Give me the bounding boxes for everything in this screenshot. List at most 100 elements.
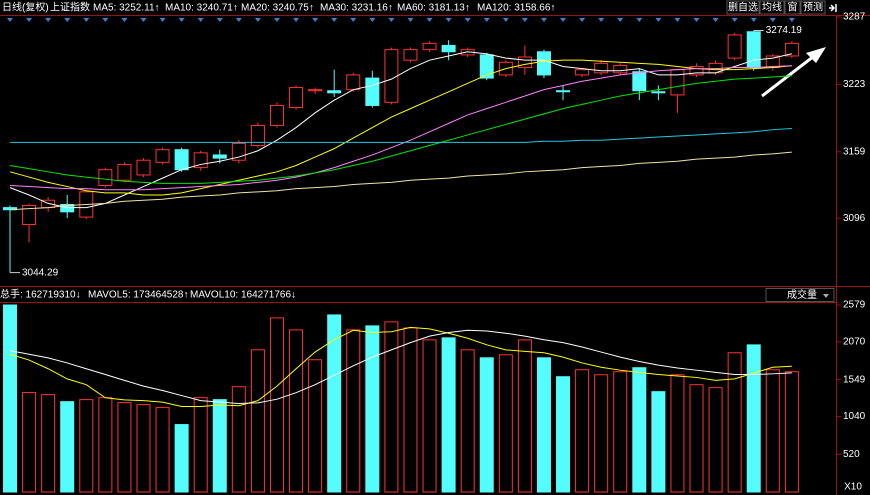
- ma-line: [9, 65, 792, 191]
- indicator-name[interactable]: 成交量: [787, 288, 817, 301]
- button-frame[interactable]: [726, 0, 760, 15]
- legend-entry: 总手: 162719310↓: [0, 288, 81, 301]
- candle-body: [22, 205, 37, 225]
- candle-body: [289, 87, 304, 109]
- date-marker: [655, 18, 662, 22]
- y-tick-label: 520: [843, 449, 860, 460]
- candle-body: [689, 65, 704, 76]
- date-marker: [388, 18, 395, 22]
- toolbar-button[interactable]: 删自选: [728, 1, 758, 14]
- candle-body: [651, 91, 666, 94]
- date-marker: [560, 18, 567, 22]
- volume-bar: [517, 339, 532, 493]
- date-marker: [750, 18, 757, 22]
- date-marker: [483, 18, 490, 22]
- y-tick-label: 3287: [843, 12, 866, 23]
- date-marker: [235, 18, 242, 22]
- volume-bar: [384, 321, 399, 493]
- volume-bar: [269, 317, 284, 493]
- volume-bar: [556, 376, 571, 493]
- volume-bar: [250, 349, 265, 493]
- ma-line: [9, 329, 792, 405]
- date-marker: [197, 18, 204, 22]
- volume-bar: [327, 314, 342, 493]
- button-frame[interactable]: [800, 0, 826, 15]
- date-marker: [407, 18, 414, 22]
- date-marker: [445, 18, 452, 22]
- volume-bar: [79, 399, 94, 493]
- candle-body: [517, 56, 532, 69]
- date-marker: [731, 18, 738, 22]
- date-marker: [712, 18, 719, 22]
- candle-body: [670, 69, 685, 96]
- toolbar-button[interactable]: 预测: [803, 1, 823, 14]
- date-marker: [293, 18, 300, 22]
- y-tick-label: 1040: [843, 411, 866, 422]
- date-marker: [617, 18, 624, 22]
- date-marker: [45, 18, 52, 22]
- y-tick-label: 3223: [843, 79, 866, 90]
- candle-body: [212, 154, 227, 159]
- volume-bar: [670, 374, 685, 493]
- indicator-select[interactable]: [765, 288, 835, 302]
- period-label[interactable]: 日线(复权): [2, 1, 49, 14]
- candle-body: [308, 89, 323, 92]
- date-marker: [598, 18, 605, 22]
- volume-bar: [155, 407, 170, 493]
- volume-bar: [727, 352, 742, 493]
- button-frame[interactable]: [784, 0, 801, 15]
- ma-line: [9, 59, 792, 196]
- candle-body: [632, 71, 647, 92]
- volume-bar: [60, 401, 75, 493]
- button-frame[interactable]: [759, 0, 785, 15]
- legend-entry: MA5: 3252.11↑: [93, 3, 160, 14]
- volume-bar: [594, 374, 609, 493]
- ma-line: [9, 151, 792, 211]
- date-marker: [159, 18, 166, 22]
- candle-body: [269, 104, 284, 126]
- candle-body: [60, 203, 75, 213]
- date-marker: [464, 18, 471, 22]
- candle-body: [613, 64, 628, 74]
- ma-line: [9, 326, 792, 407]
- max-label: 3274.19: [766, 25, 803, 36]
- candle-body: [479, 54, 494, 79]
- date-marker: [426, 18, 433, 22]
- date-marker: [64, 18, 71, 22]
- date-marker: [83, 18, 90, 22]
- candle-body: [98, 169, 113, 187]
- volume-bar: [136, 404, 151, 493]
- date-marker: [350, 18, 357, 22]
- date-marker: [140, 18, 147, 22]
- volume-bar: [3, 304, 17, 493]
- min-label: 3044.29: [22, 267, 59, 278]
- volume-bar: [765, 369, 780, 493]
- collapse-icon[interactable]: [829, 4, 837, 12]
- date-marker: [521, 18, 528, 22]
- date-marker: [331, 18, 338, 22]
- volume-bar: [689, 384, 704, 493]
- volume-bar: [346, 329, 361, 493]
- candle-body: [594, 62, 609, 74]
- y-tick-label: 3096: [843, 213, 866, 224]
- date-marker: [693, 18, 700, 22]
- legend-entry: MA60: 3181.13↑: [397, 3, 470, 14]
- volume-bar: [422, 339, 437, 493]
- date-marker: [254, 18, 261, 22]
- date-marker: [769, 18, 776, 22]
- date-marker: [369, 18, 376, 22]
- volume-bar: [174, 424, 189, 493]
- y-tick-label: 2070: [843, 337, 866, 348]
- trend-arrow-head: [806, 47, 826, 63]
- toolbar-button[interactable]: 窗: [788, 1, 798, 14]
- date-marker: [102, 18, 109, 22]
- date-marker: [579, 18, 586, 22]
- candle-body: [441, 44, 456, 53]
- trend-arrow: [761, 51, 819, 98]
- date-marker: [273, 18, 280, 22]
- y-tick-label: 3159: [843, 146, 866, 157]
- toolbar-button[interactable]: 均线: [762, 1, 782, 14]
- volume-bar: [746, 344, 761, 493]
